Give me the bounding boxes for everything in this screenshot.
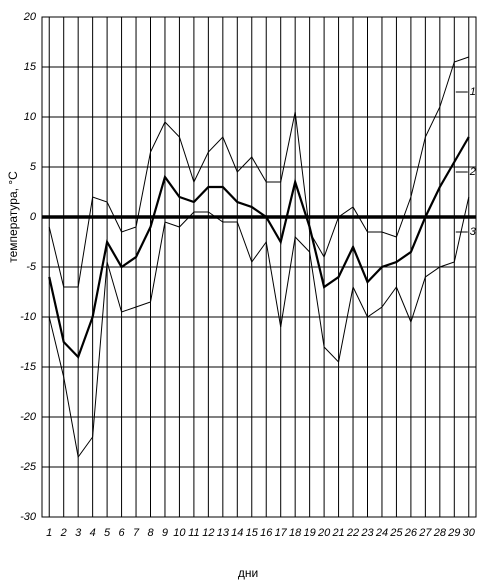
- x-tick-label: 20: [317, 527, 331, 539]
- series-line: [48, 136, 470, 360]
- x-tick-label: 30: [463, 527, 476, 539]
- y-tick-label: -20: [20, 411, 37, 423]
- x-tick-label: 21: [331, 527, 344, 539]
- y-tick-label: -30: [20, 511, 37, 523]
- x-tick-label: 28: [433, 527, 447, 539]
- x-axis-label: дни: [238, 566, 258, 580]
- x-tick-label: 23: [360, 527, 374, 539]
- x-tick-label: 27: [418, 527, 432, 539]
- x-tick-label: 25: [389, 527, 403, 539]
- y-tick-label: -15: [20, 361, 37, 373]
- y-tick-label: 10: [24, 111, 37, 123]
- y-axis-label: температура, °C: [6, 171, 20, 263]
- x-tick-label: 9: [162, 527, 168, 539]
- x-tick-label: 2: [60, 527, 67, 539]
- x-tick-label: 17: [275, 527, 288, 539]
- x-tick-label: 5: [104, 527, 111, 539]
- x-tick-label: 14: [231, 527, 243, 539]
- x-tick-label: 4: [90, 527, 96, 539]
- x-tick-label: 6: [119, 527, 126, 539]
- series-line: [48, 196, 470, 459]
- legend-label: 2: [469, 166, 476, 178]
- x-tick-label: 11: [188, 527, 199, 539]
- x-tick-label: 22: [346, 527, 359, 539]
- x-tick-label: 10: [173, 527, 186, 539]
- x-tick-label: 7: [133, 527, 140, 539]
- x-tick-label: 15: [246, 527, 259, 539]
- x-tick-label: 24: [375, 527, 388, 539]
- x-tick-label: 13: [217, 527, 230, 539]
- y-tick-label: 5: [30, 161, 37, 173]
- x-tick-label: 16: [260, 527, 273, 539]
- x-tick-label: 12: [202, 527, 214, 539]
- x-tick-label: 3: [75, 527, 82, 539]
- y-tick-label: 15: [24, 61, 37, 73]
- y-tick-label: -25: [20, 461, 37, 473]
- y-tick-label: -10: [20, 311, 37, 323]
- y-tick-label: -5: [26, 261, 37, 273]
- x-tick-label: 8: [147, 527, 154, 539]
- y-tick-label: 20: [23, 11, 37, 23]
- x-tick-label: 18: [289, 527, 302, 539]
- series-line: [48, 56, 469, 288]
- legend-label: 3: [470, 226, 477, 238]
- x-tick-label: 29: [447, 527, 460, 539]
- x-tick-label: 19: [304, 527, 316, 539]
- x-tick-label: 26: [404, 527, 418, 539]
- y-tick-label: 0: [30, 211, 37, 223]
- x-tick-label: 1: [46, 527, 52, 539]
- legend-label: 1: [470, 86, 476, 98]
